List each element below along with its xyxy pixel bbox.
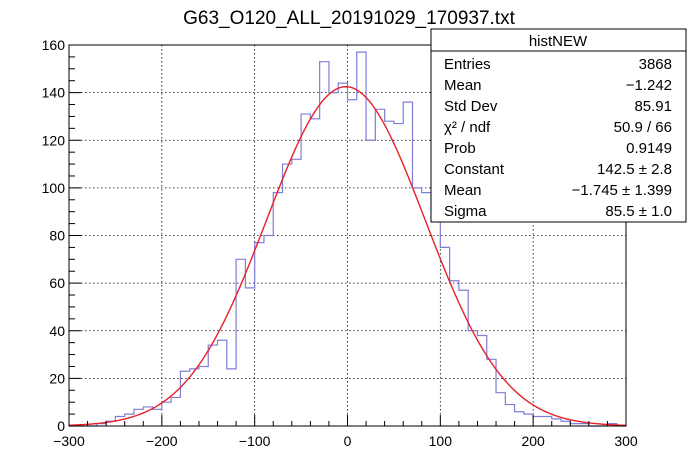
stats-row-value: −1.745 ± 1.399 <box>572 182 672 199</box>
histogram-bin-35 <box>394 124 403 426</box>
stats-row-label: Mean <box>444 77 482 94</box>
stats-row-label: χ² / ndf <box>444 119 491 136</box>
histogram-bin-13 <box>190 369 199 426</box>
stats-row-value: −1.242 <box>626 77 672 94</box>
y-tick-label: 20 <box>49 370 65 386</box>
histogram-bin-34 <box>385 121 394 426</box>
stats-row-label: Prob <box>444 140 476 157</box>
histogram-bin-22 <box>273 193 282 426</box>
stats-row-value: 0.9149 <box>626 140 672 157</box>
stats-row-value: 142.5 ± 2.8 <box>597 161 672 178</box>
x-tick-label: −100 <box>239 433 271 449</box>
histogram-bin-42 <box>459 290 468 426</box>
stats-row-label: Std Dev <box>444 98 498 115</box>
histogram-bin-52 <box>552 419 561 426</box>
histogram-bin-7 <box>134 409 143 426</box>
histogram-bin-17 <box>227 369 236 426</box>
stats-rows: Entries 3868 Mean −1.242 Std Dev 85.91 χ² / nd… <box>444 56 672 220</box>
y-tick-label: 0 <box>57 418 65 434</box>
histogram-bin-23 <box>283 164 292 426</box>
histogram-bin-28 <box>329 93 338 426</box>
x-tick-label: 200 <box>521 433 545 449</box>
histogram-bin-53 <box>561 421 570 426</box>
histogram-bin-19 <box>245 288 254 426</box>
chart-title: G63_O120_ALL_20191029_170937.txt <box>183 8 515 29</box>
stats-row-label: Mean <box>444 182 482 199</box>
y-tick-label: 100 <box>42 180 66 196</box>
histogram-bin-36 <box>403 102 412 426</box>
histogram-bin-50 <box>533 416 542 426</box>
histogram-bin-27 <box>320 62 329 426</box>
y-tick-label: 120 <box>42 132 66 148</box>
histogram-bin-33 <box>375 109 384 426</box>
histogram-bin-6 <box>125 414 134 426</box>
histogram-outline <box>69 51 626 427</box>
y-tick-label: 160 <box>42 37 66 53</box>
y-tick-label: 40 <box>49 323 65 339</box>
histogram-bin-51 <box>542 416 551 426</box>
histogram-bin-45 <box>487 359 496 426</box>
stats-row-value: 50.9 / 66 <box>614 119 672 136</box>
y-tick-label: 80 <box>49 228 65 244</box>
histogram-bin-11 <box>171 397 180 426</box>
x-tick-label: 0 <box>344 433 352 449</box>
histogram-bin-46 <box>496 393 505 426</box>
stats-box: histNEW Entries 3868 Mean −1.242 Std Dev 85.9… <box>430 28 687 223</box>
stats-box-name: histNEW <box>529 33 588 50</box>
x-tick-label: −300 <box>53 433 85 449</box>
stats-row-label: Entries <box>444 56 491 73</box>
histogram-bin-41 <box>450 281 459 426</box>
stats-box-frame <box>430 28 687 223</box>
stats-row-value: 3868 <box>639 56 672 73</box>
histogram-bin-47 <box>505 405 514 426</box>
stats-row-label: Constant <box>444 161 505 178</box>
x-tick-label: −200 <box>146 433 178 449</box>
histogram-bin-48 <box>515 412 524 426</box>
histogram-bin-39 <box>431 221 440 426</box>
histogram-bin-15 <box>208 345 217 426</box>
histogram-bin-38 <box>422 193 431 426</box>
x-axis: −300 −200 −100 0 100 200 300 <box>53 415 638 449</box>
histogram-bin-25 <box>301 114 310 426</box>
histogram-bin-49 <box>524 414 533 426</box>
y-tick-label: 60 <box>49 275 65 291</box>
stats-row-label: Sigma <box>444 203 487 220</box>
histogram-bin-14 <box>199 366 208 426</box>
fit-curve-line <box>68 85 627 427</box>
histogram-bin-16 <box>218 340 227 426</box>
histogram-bin-29 <box>338 83 347 426</box>
histogram-bin-24 <box>292 159 301 426</box>
histogram-series <box>69 51 626 427</box>
y-axis: 0 20 40 60 80 100 120 140 160 <box>42 37 81 434</box>
histogram-bin-26 <box>310 119 319 426</box>
histogram-bin-30 <box>348 100 357 426</box>
histogram-bin-10 <box>162 402 171 426</box>
x-tick-label: 300 <box>614 433 638 449</box>
x-tick-label: 100 <box>429 433 453 449</box>
gaussian-fit-curve <box>68 85 627 427</box>
stats-row-value: 85.5 ± 1.0 <box>605 203 672 220</box>
histogram-bin-20 <box>255 243 264 426</box>
histogram-bin-31 <box>357 52 366 426</box>
histogram-bin-9 <box>153 409 162 426</box>
histogram-bin-40 <box>440 247 449 426</box>
histogram-bin-37 <box>412 188 421 426</box>
stats-row-value: 85.91 <box>634 98 672 115</box>
y-tick-label: 140 <box>42 85 66 101</box>
